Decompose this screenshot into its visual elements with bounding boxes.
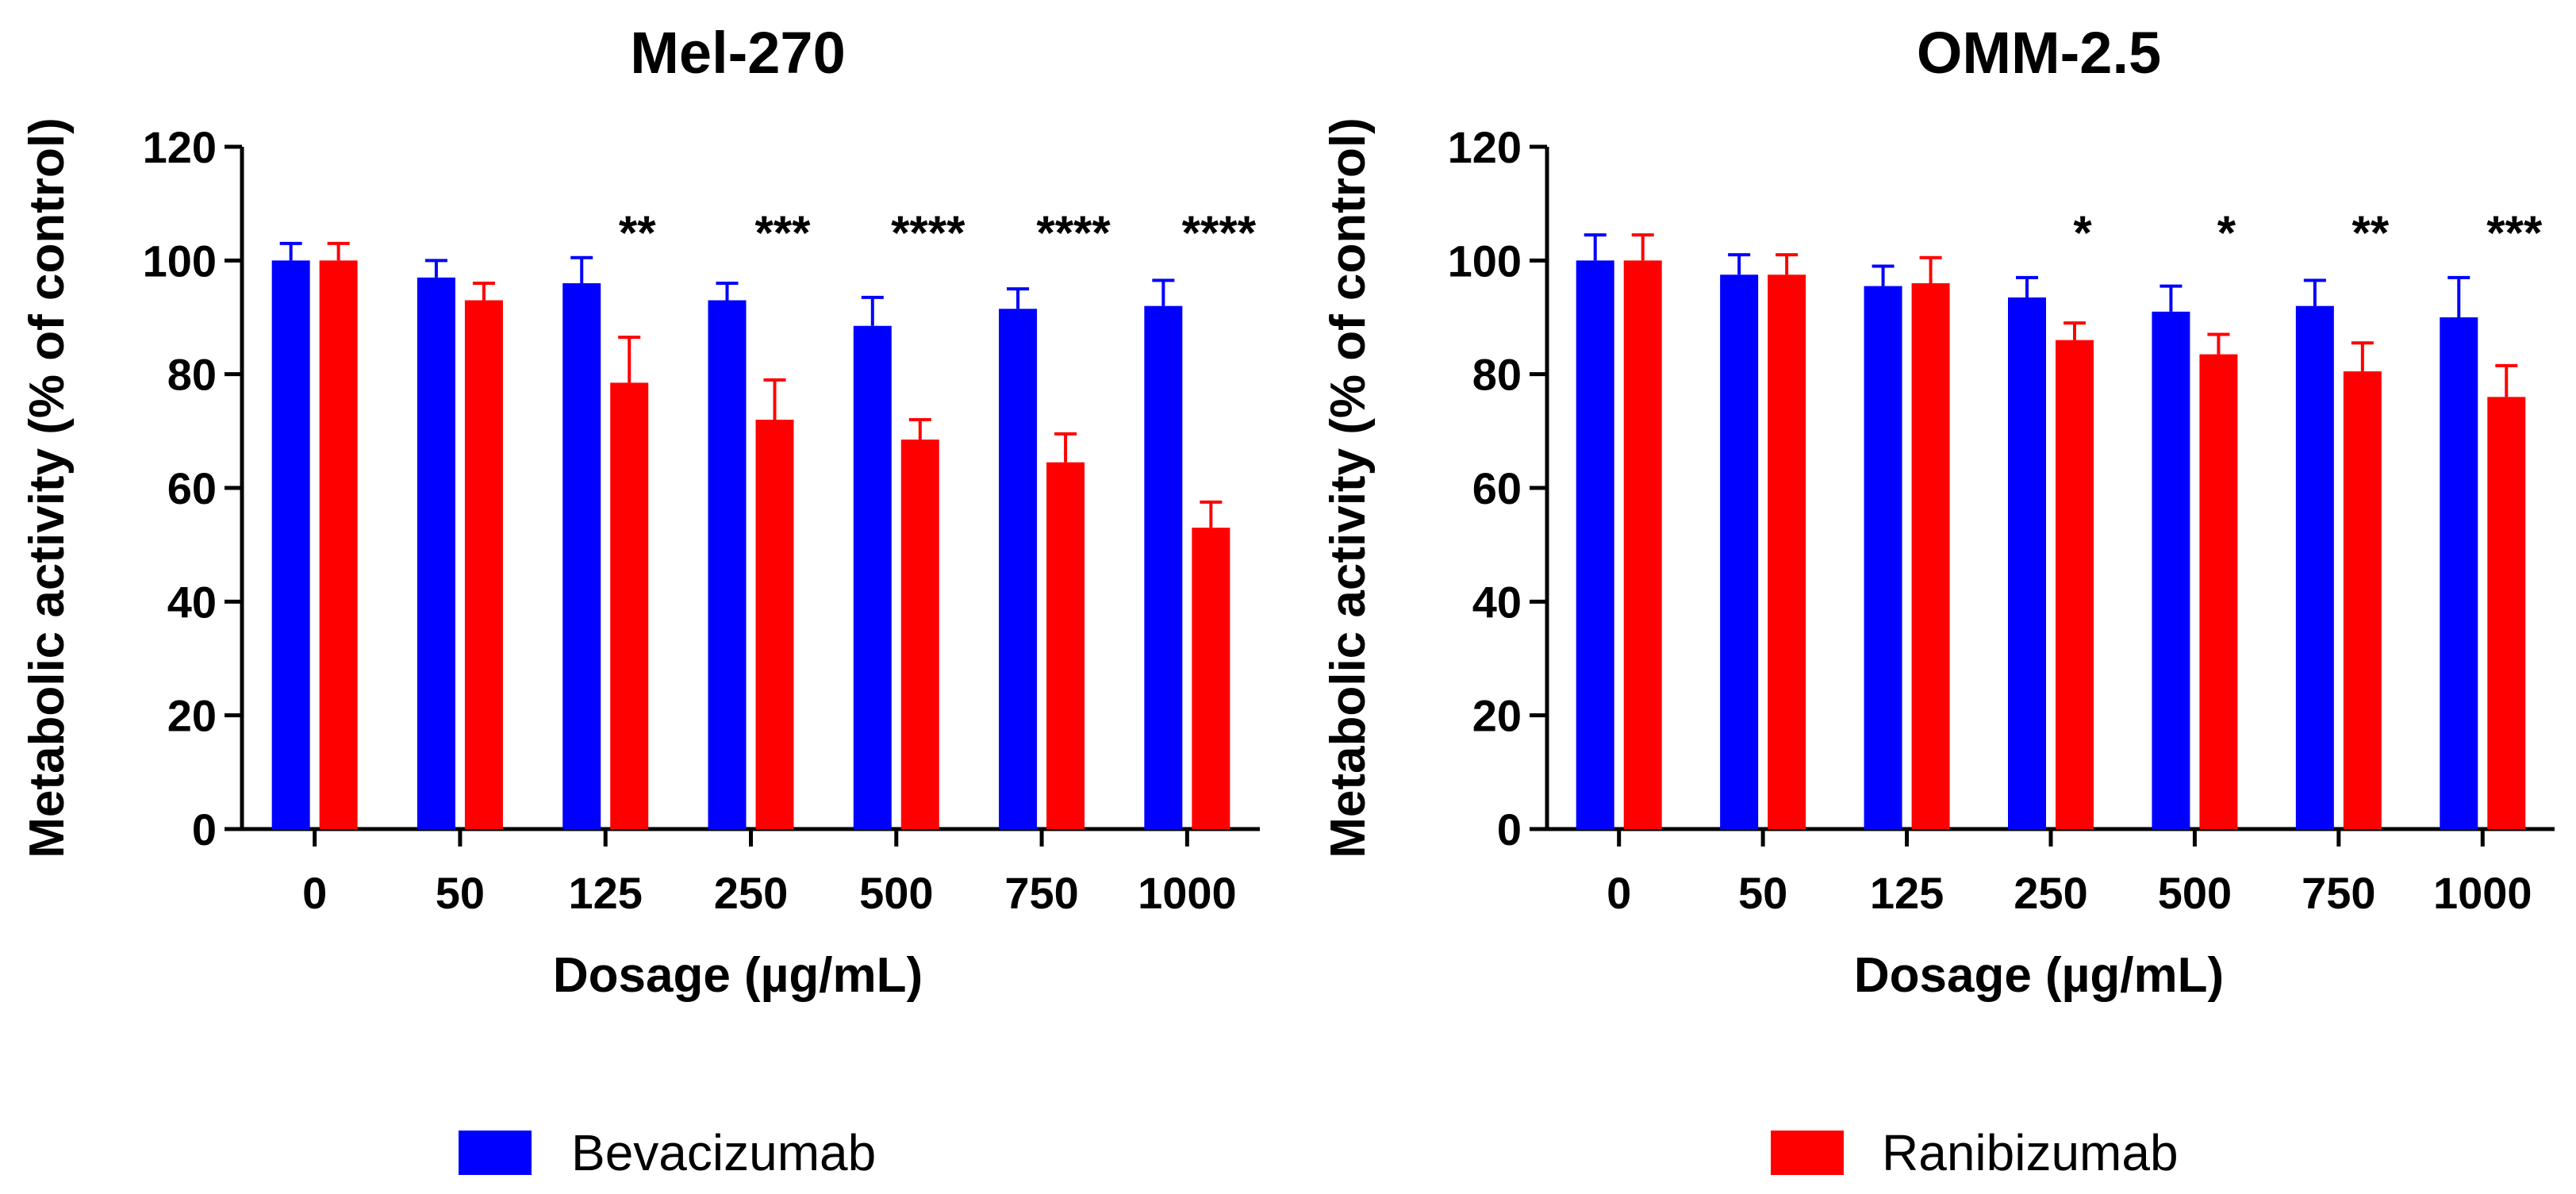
y-axis-title: Metabolic activity (% of control): [1321, 117, 1376, 858]
x-tick-label: 500: [859, 868, 933, 918]
x-axis-title: Dosage (µg/mL): [553, 948, 923, 1003]
bar-bevacizumab: [1720, 275, 1759, 829]
bar-ranibizumab: [2199, 354, 2238, 829]
bar-bevacizumab: [1576, 260, 1614, 829]
x-tick-label: 125: [1870, 868, 1944, 918]
x-tick-label: 250: [714, 868, 788, 918]
legend-item-ranibizumab: Ranibizumab: [1771, 1124, 2179, 1181]
chart-title: Mel-270: [630, 20, 845, 86]
chart-0: Mel-270 Metabolic activity (% of control)…: [20, 20, 1260, 1003]
significance-label: ***: [2486, 206, 2543, 259]
bar-bevacizumab: [999, 309, 1038, 829]
x-tick-label: 750: [2302, 868, 2375, 918]
legend-label: Ranibizumab: [1882, 1124, 2179, 1181]
bar-bevacizumab: [562, 283, 601, 829]
bar-ranibizumab: [2343, 371, 2382, 829]
bar-ranibizumab: [464, 300, 503, 829]
y-tick-label: 120: [1448, 122, 1522, 172]
y-tick-label: 0: [1497, 804, 1522, 854]
bar-bevacizumab: [271, 260, 310, 829]
significance-label: ****: [1036, 206, 1111, 259]
chart-title: OMM-2.5: [1917, 20, 2161, 86]
bar-bevacizumab: [853, 325, 892, 829]
bar-ranibizumab: [1192, 528, 1230, 829]
bar-ranibizumab: [2056, 340, 2094, 830]
y-tick-label: 60: [1472, 463, 1522, 513]
significance-label: **: [619, 206, 656, 259]
x-tick-label: 0: [302, 868, 327, 918]
x-tick-label: 50: [436, 868, 485, 918]
legend-swatch: [459, 1131, 532, 1175]
bar-ranibizumab: [2487, 397, 2526, 829]
bar-ranibizumab: [755, 420, 794, 829]
significance-label: ****: [1182, 206, 1257, 259]
bar-ranibizumab: [1046, 462, 1085, 829]
significance-label: **: [2352, 206, 2390, 259]
y-tick-label: 80: [167, 350, 217, 400]
bar-ranibizumab: [319, 260, 358, 829]
bar-ranibizumab: [610, 382, 649, 830]
legend-item-bevacizumab: Bevacizumab: [459, 1124, 876, 1181]
y-tick-label: 40: [1472, 577, 1522, 627]
bar-bevacizumab: [2440, 317, 2478, 829]
legend-label: Bevacizumab: [571, 1124, 876, 1181]
significance-label: *: [2217, 206, 2236, 259]
chart-1: OMM-2.5 Metabolic activity (% of control)…: [1321, 20, 2555, 1003]
y-tick-label: 120: [143, 122, 217, 172]
x-tick-label: 125: [568, 868, 642, 918]
bar-ranibizumab: [1911, 283, 1950, 829]
bar-bevacizumab: [1144, 305, 1183, 830]
y-tick-label: 40: [167, 577, 217, 627]
x-tick-label: 50: [1738, 868, 1787, 918]
x-tick-label: 1000: [2433, 868, 2532, 918]
y-tick-label: 60: [167, 463, 217, 513]
bar-bevacizumab: [2152, 311, 2190, 829]
bar-bevacizumab: [708, 300, 747, 829]
bar-ranibizumab: [1623, 260, 1662, 829]
bar-bevacizumab: [1864, 286, 1902, 829]
y-tick-label: 100: [1448, 236, 1522, 286]
legend-swatch: [1771, 1131, 1844, 1175]
bar-bevacizumab: [2295, 305, 2334, 830]
significance-label: *: [2073, 206, 2092, 259]
bar-ranibizumab: [900, 440, 939, 829]
y-tick-label: 20: [167, 691, 217, 741]
x-tick-label: 500: [2158, 868, 2232, 918]
significance-label: ****: [891, 206, 966, 259]
x-tick-label: 250: [2014, 868, 2087, 918]
x-tick-label: 750: [1004, 868, 1078, 918]
x-tick-label: 0: [1607, 868, 1631, 918]
bar-ranibizumab: [1768, 275, 1806, 829]
bar-bevacizumab: [2008, 297, 2046, 830]
y-tick-label: 20: [1472, 691, 1522, 741]
x-axis-title: Dosage (µg/mL): [1854, 948, 2224, 1003]
significance-label: ***: [754, 206, 811, 259]
y-tick-label: 100: [143, 236, 217, 286]
y-tick-label: 0: [192, 804, 217, 854]
y-tick-label: 80: [1472, 350, 1522, 400]
y-axis-title: Metabolic activity (% of control): [20, 117, 75, 858]
bar-bevacizumab: [417, 277, 455, 829]
x-tick-label: 1000: [1138, 868, 1237, 918]
